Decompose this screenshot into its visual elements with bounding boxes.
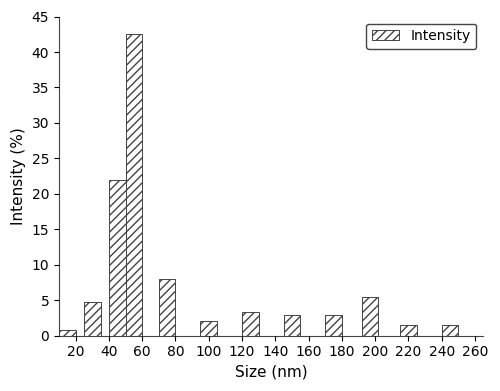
Bar [400, 325, 416, 335]
Bar [84, 302, 100, 335]
Bar [109, 179, 126, 335]
Legend: Intensity: Intensity [366, 23, 476, 48]
Bar [284, 315, 300, 335]
Bar [325, 315, 342, 335]
Bar [362, 297, 378, 335]
Bar [242, 312, 258, 335]
Bar [442, 325, 458, 335]
X-axis label: Size (nm): Size (nm) [235, 365, 308, 380]
Bar [200, 321, 217, 335]
Bar [59, 330, 76, 335]
Y-axis label: Intensity (%): Intensity (%) [11, 127, 26, 225]
Bar [126, 34, 142, 335]
Bar [159, 279, 176, 335]
